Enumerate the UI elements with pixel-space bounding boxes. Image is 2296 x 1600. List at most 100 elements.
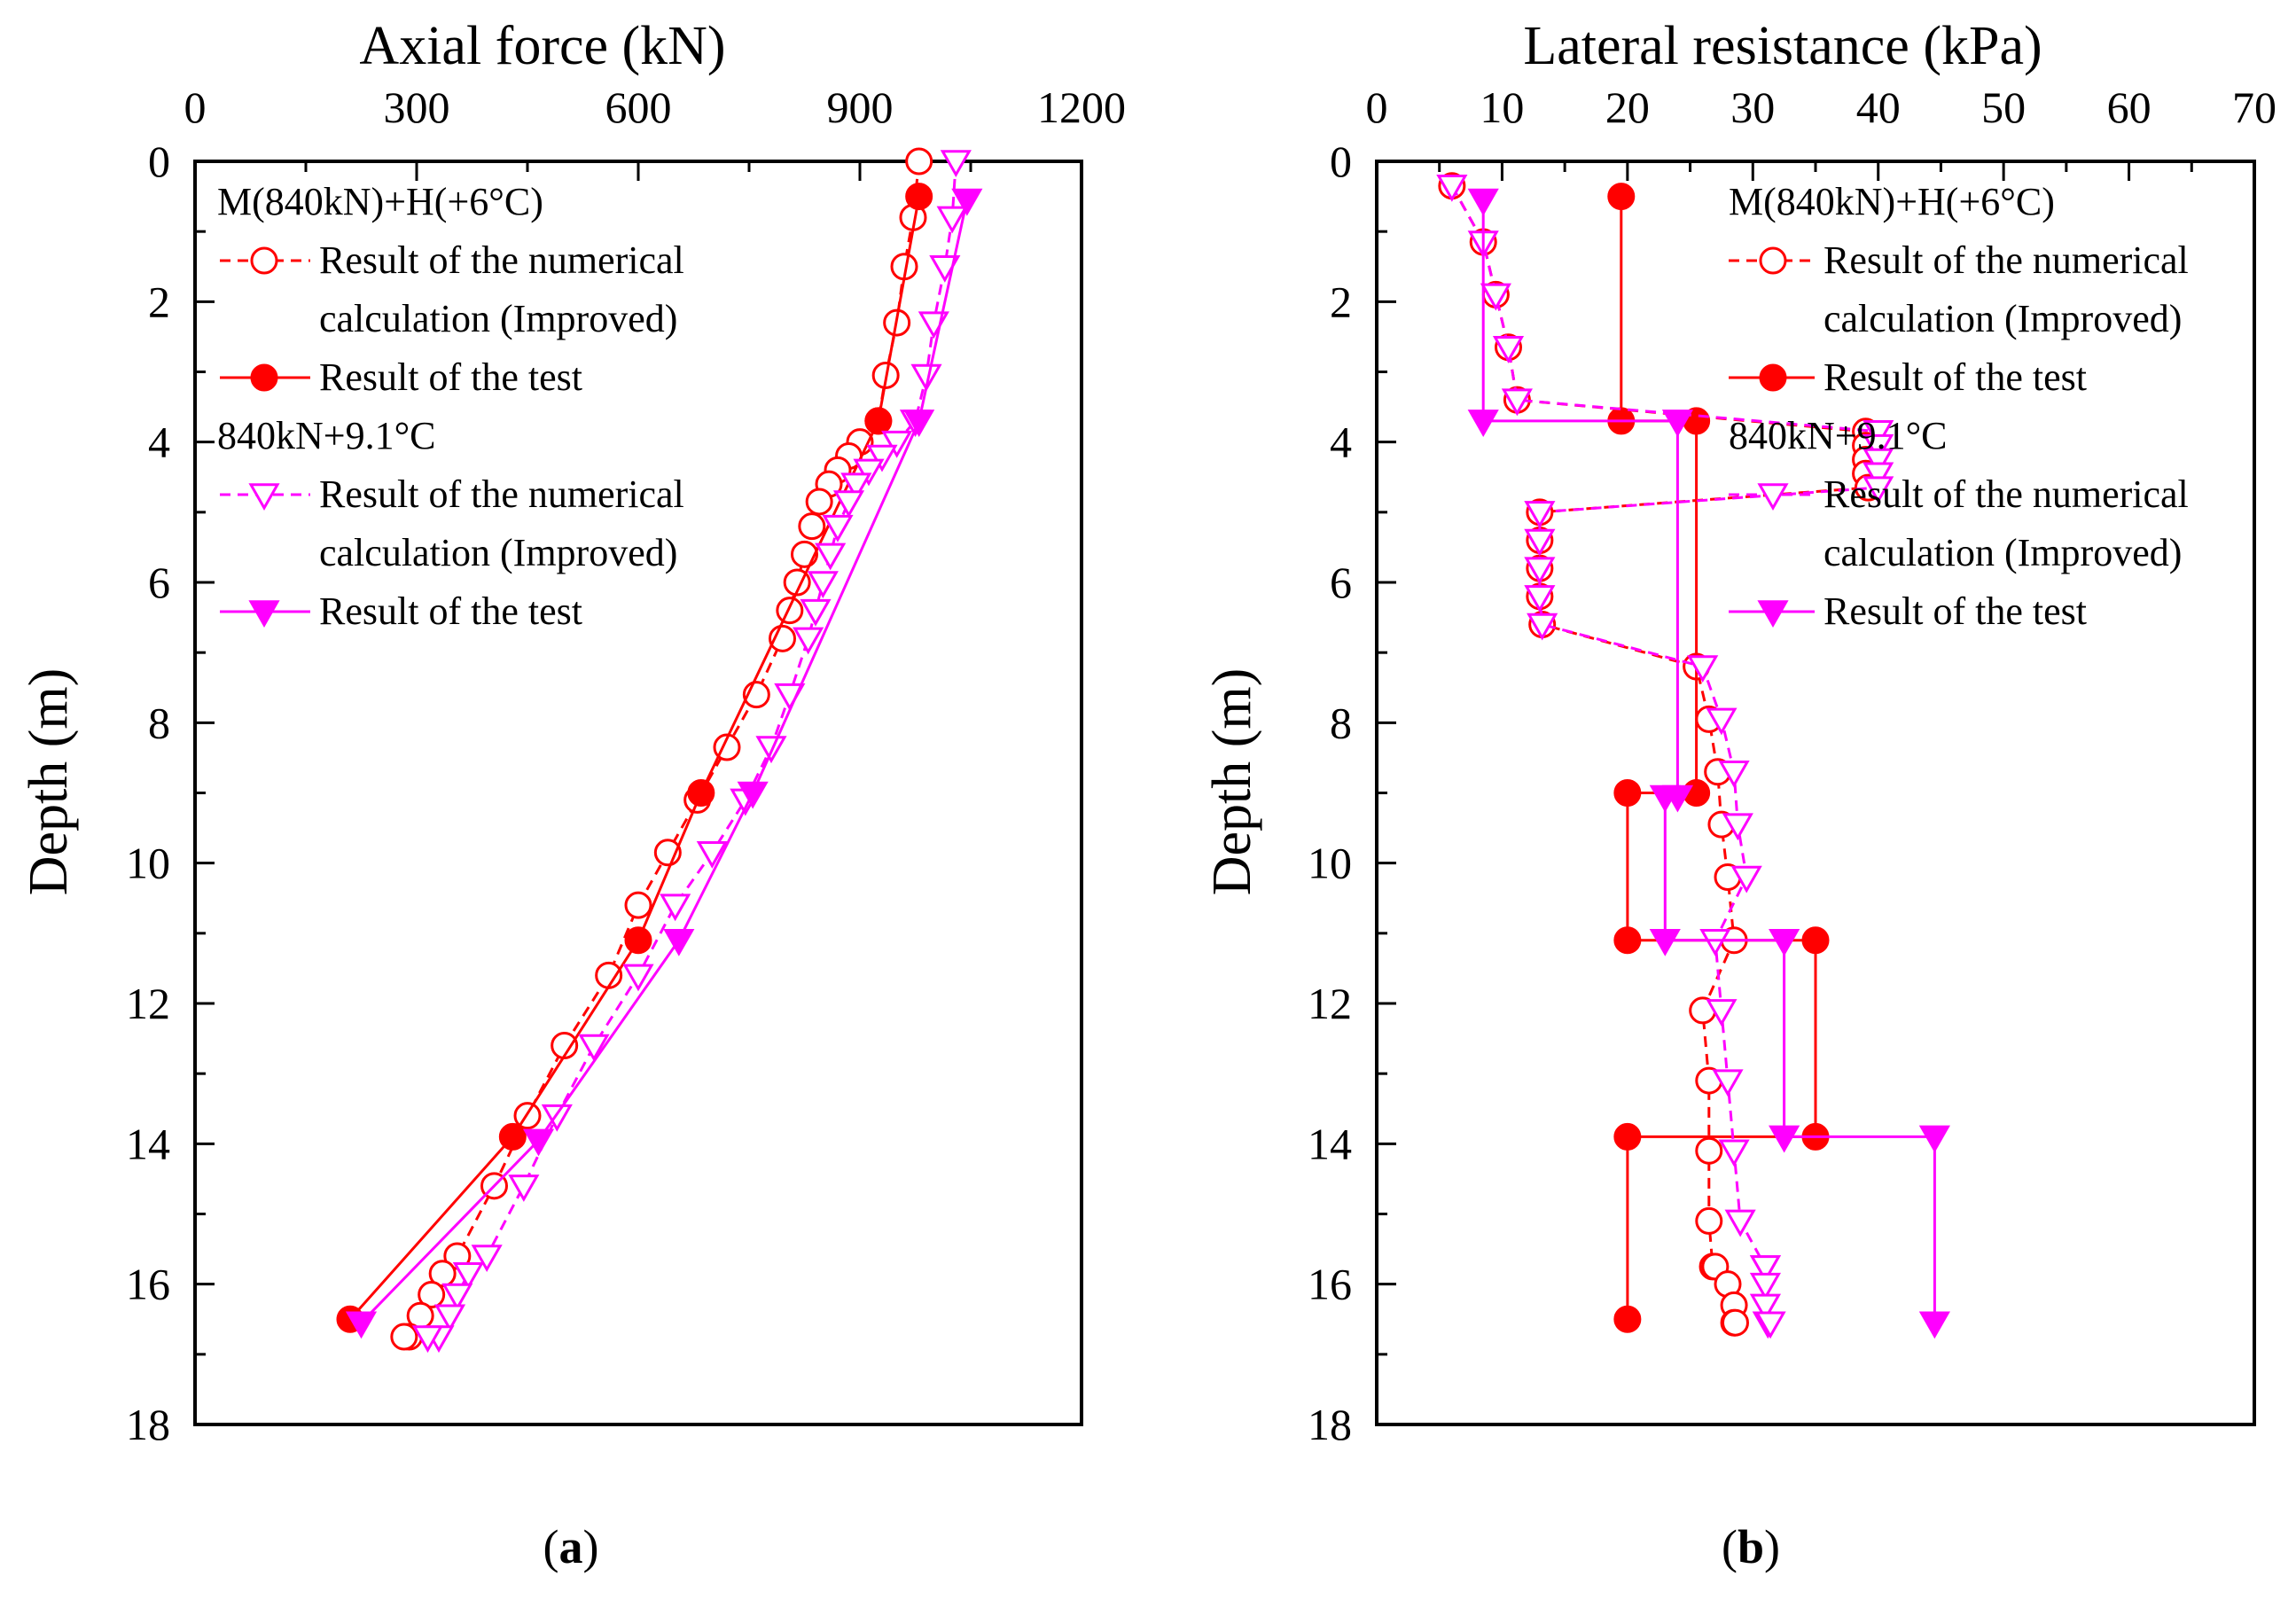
panel-a-series-3-point bbox=[903, 410, 935, 437]
panel-b-series-2-point bbox=[1863, 433, 1894, 462]
panel-b-ytick-label: 14 bbox=[1308, 1119, 1352, 1168]
panel-a-series-2-point bbox=[793, 627, 824, 655]
panel-a-series-3-point bbox=[737, 781, 769, 809]
panel-b-series-2-line bbox=[1450, 184, 1880, 1324]
panel-a-ticks: 0 300 600 900 1200 0 2 4 6 8 10 12 14 16 18 bbox=[126, 82, 1126, 1449]
panel-a-series-2-point bbox=[541, 1104, 573, 1132]
panel-a-series-2-point bbox=[866, 444, 898, 472]
panel-b-legend-entry-text: Result of the test bbox=[1824, 355, 2087, 399]
panel-a-series-2-point bbox=[815, 542, 847, 571]
panel-a-series-1-point bbox=[498, 1122, 527, 1151]
panel-b-ytick-label: 8 bbox=[1330, 698, 1352, 747]
panel-b-xtick-label: 40 bbox=[1856, 82, 1901, 132]
panel-b-caption: (b) bbox=[1722, 1520, 1780, 1573]
panel-a-series-0-point bbox=[418, 1281, 446, 1309]
panel-a-series-3-point bbox=[951, 188, 983, 216]
panel-a-legend-entry-text: Result of the test bbox=[319, 355, 582, 399]
panel-a-ytick-label: 0 bbox=[148, 137, 170, 186]
panel-a-series-2-point bbox=[940, 150, 972, 178]
panel-a-series-1-point bbox=[905, 183, 933, 211]
panel-b-series-2-point bbox=[1749, 1272, 1782, 1300]
panel-b-caption-open: ( bbox=[1722, 1520, 1738, 1573]
panel-a-ytick-label: 12 bbox=[126, 979, 170, 1028]
panel-b-ytick-label: 6 bbox=[1330, 558, 1352, 607]
panel-b-series-2-point bbox=[1524, 585, 1556, 613]
panel-a-ytick-label: 2 bbox=[148, 277, 170, 326]
panel-b-series-3-point bbox=[1467, 188, 1499, 216]
panel-b-series-2-point bbox=[1436, 174, 1468, 202]
panel-a-series-2-point bbox=[881, 430, 913, 458]
panel-a-plot-frame bbox=[193, 160, 1083, 1426]
panel-a-ytick-label: 6 bbox=[148, 558, 170, 607]
panel-a-legend-entry-text: Result of the numerical bbox=[319, 472, 684, 516]
panel-b-series-1-point bbox=[1613, 779, 1642, 807]
panel-b-series-1-point bbox=[1613, 1305, 1642, 1333]
panel-b-xtick-label: 50 bbox=[1981, 82, 2026, 132]
panel-b-legend-swatch-marker bbox=[1759, 246, 1787, 275]
panel-b-series-2-point bbox=[1718, 1139, 1750, 1167]
panel-a-series-2-point bbox=[452, 1262, 484, 1290]
panel-a-series-2-point bbox=[696, 841, 728, 869]
panel-b-caption-close: ) bbox=[1764, 1520, 1780, 1573]
panel-a-series-0-point bbox=[428, 1260, 457, 1288]
panel-b-series-3-point bbox=[1918, 1125, 1950, 1153]
panel-b-series-0-point bbox=[1721, 1308, 1749, 1337]
panel-b-series-3-point bbox=[1918, 1311, 1950, 1339]
panel-a-series-2-point bbox=[441, 1283, 473, 1311]
panel-a-series-3-point bbox=[663, 929, 695, 956]
panel-a-caption-close: ) bbox=[583, 1520, 599, 1573]
panel-a-series-2-point bbox=[578, 1034, 610, 1062]
panel-a-series-2-point bbox=[471, 1245, 503, 1273]
panel-b-series-2-point bbox=[1699, 929, 1731, 956]
panel-b-series-3-point bbox=[1769, 929, 1800, 956]
panel-a-xtick-label: 300 bbox=[384, 82, 450, 132]
panel-b-ticks: 0 10 20 30 40 50 60 70 0 2 4 6 8 10 12 14 16 18 bbox=[1308, 82, 2276, 1449]
panel-a-xtick-label: 1200 bbox=[1037, 82, 1126, 132]
panel-b-series-1-point bbox=[1613, 1122, 1642, 1151]
panel-b-legend-entry-text: Result of the numerical bbox=[1824, 472, 2189, 516]
panel-a-series-0-point bbox=[791, 540, 818, 568]
panel-b-legend-swatch-marker bbox=[1759, 363, 1787, 392]
panel-a-ytick-label: 14 bbox=[126, 1119, 170, 1168]
panel-b-legend-swatch-marker bbox=[1757, 483, 1789, 511]
panel-b-series-2-point bbox=[1718, 761, 1750, 788]
panel-b-series-0-point bbox=[1695, 1206, 1723, 1235]
panel-a-series-2-point bbox=[910, 363, 942, 392]
panel-b-legend-entry-text: Result of the test bbox=[1824, 589, 2087, 633]
panel-b-legend-entry-text: calculation (Improved) bbox=[1824, 531, 2182, 574]
panel-a-ylabel: Depth (m) bbox=[19, 668, 79, 896]
panel-a-legend-entry-text: calculation (Improved) bbox=[319, 297, 677, 340]
panel-b-ytick-label: 12 bbox=[1308, 979, 1352, 1028]
panel-b-series-2-point bbox=[1527, 613, 1558, 641]
panel-a-legend-header: 840kN+9.1°C bbox=[217, 414, 436, 457]
panel-b-legend-entry-text: calculation (Improved) bbox=[1824, 297, 2182, 340]
panel-a-series-1-point bbox=[864, 407, 893, 435]
panel-b-series-2-point bbox=[1524, 557, 1556, 585]
panel-a-plot-area bbox=[336, 147, 983, 1354]
panel-a-series-2-point bbox=[433, 1304, 466, 1332]
panel-a-axial-force: Axial force (kN) Depth (m) 0 300 600 900 120… bbox=[19, 16, 1126, 1573]
panel-a-legend-swatch-marker bbox=[250, 246, 278, 275]
panel-a-series-2-point bbox=[411, 1325, 444, 1354]
panel-a-series-0-point bbox=[798, 512, 826, 541]
panel-a-series-2-point bbox=[508, 1175, 540, 1202]
panel-a-series-3-line bbox=[360, 199, 969, 1324]
panel-a-xtick-label: 0 bbox=[184, 82, 207, 132]
panel-a-series-1-point bbox=[624, 926, 652, 955]
panel-b-series-2-point bbox=[1480, 283, 1511, 311]
panel-a-series-2-point bbox=[800, 598, 832, 627]
panel-a-series-2-point bbox=[832, 490, 865, 518]
panel-a-series-2-point bbox=[807, 571, 839, 599]
panel-a-series-0-point bbox=[624, 891, 652, 919]
panel-a-legend-entry-text: Result of the numerical bbox=[319, 238, 684, 282]
panel-b-series-2-point bbox=[1722, 813, 1753, 841]
panel-b-series-2-point bbox=[1749, 1293, 1782, 1322]
panel-b-series-2-point bbox=[1863, 420, 1894, 448]
panel-a-caption: (a) bbox=[543, 1520, 599, 1573]
panel-b-series-2-point bbox=[1754, 1311, 1786, 1339]
panel-a-series-2-point bbox=[840, 472, 872, 501]
panel-b-legend-entry-text: Result of the numerical bbox=[1824, 238, 2189, 282]
panel-a-series-2-point bbox=[660, 894, 691, 922]
panel-b-series-1-point bbox=[1801, 926, 1830, 955]
